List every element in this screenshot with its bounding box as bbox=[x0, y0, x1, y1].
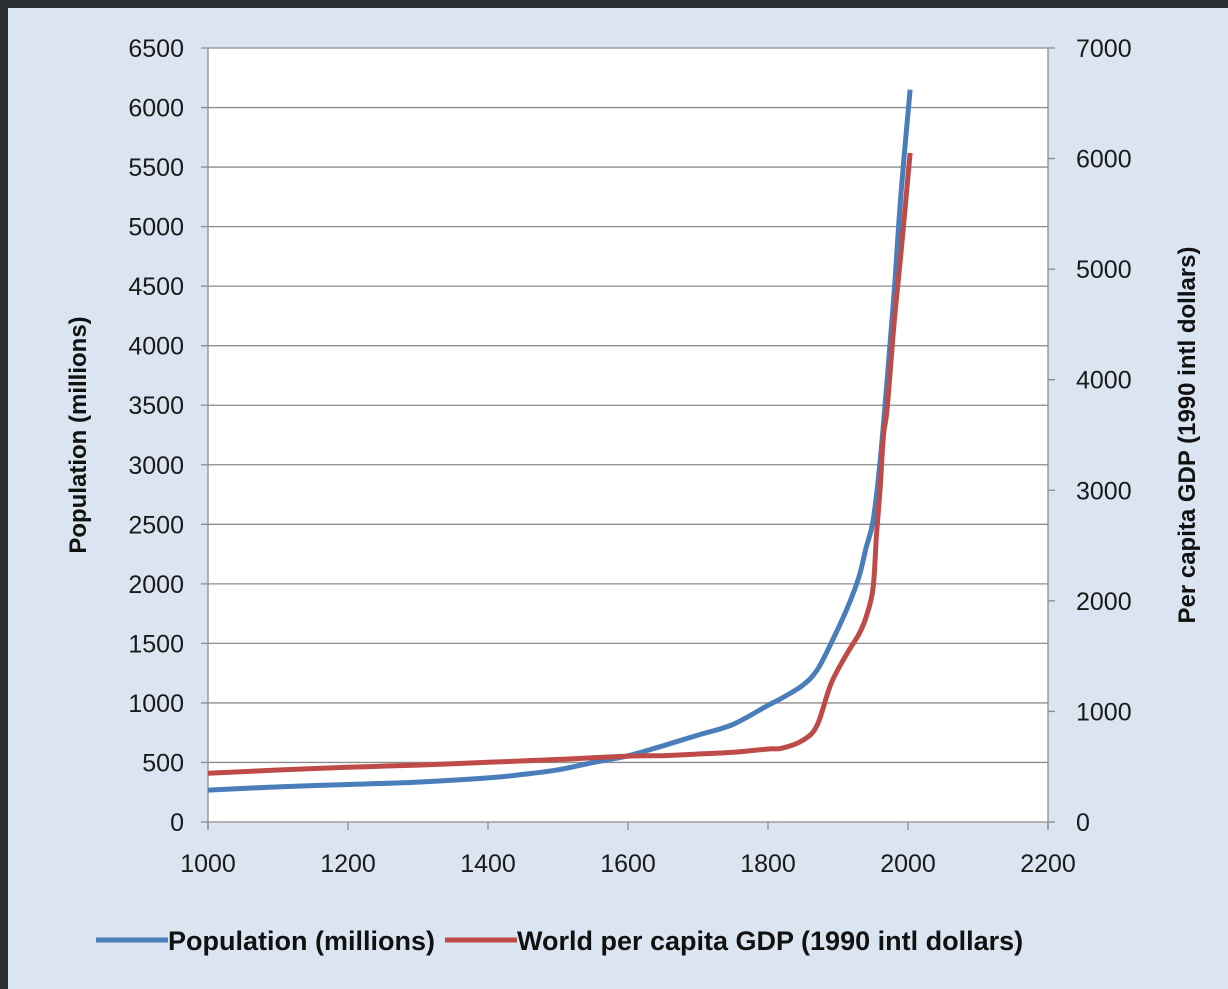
x-tick-label-2000: 2000 bbox=[880, 850, 936, 878]
y-tick-label-2000: 2000 bbox=[128, 571, 184, 599]
y-tick-label-4500: 4500 bbox=[128, 273, 184, 301]
series-line-1 bbox=[207, 152, 913, 776]
y-tick-label-1000: 1000 bbox=[128, 690, 184, 718]
legend-label-1: World per capita GDP (1990 intl dollars) bbox=[517, 926, 1023, 956]
y-tick-label-3500: 3500 bbox=[128, 392, 184, 420]
y2-tick-label-3000: 3000 bbox=[1076, 477, 1132, 505]
x-tick-label-1200: 1200 bbox=[320, 850, 376, 878]
y-tick-label-2500: 2500 bbox=[128, 511, 184, 539]
chart-frame: 0 500 1000 1500 2000 2500 3000 3500 4000 4500 5000… bbox=[8, 8, 1228, 989]
legend: Population (millions) World per capita GD… bbox=[96, 926, 1023, 956]
legend-label-0: Population (millions) bbox=[168, 926, 435, 956]
chart: 0 500 1000 1500 2000 2500 3000 3500 4000 4500 5000… bbox=[65, 35, 1201, 956]
y2-tick-label-4000: 4000 bbox=[1076, 367, 1132, 395]
y2-axis-ticks: 0 1000 2000 3000 4000 5000 6000 7000 bbox=[1076, 35, 1132, 837]
y2-axis-title: Per capita GDP (1990 intl dollars) bbox=[1174, 246, 1201, 623]
y-axis-ticks: 0 500 1000 1500 2000 2500 3000 3500 4000 4500 5000… bbox=[128, 35, 184, 837]
y-tick-label-1500: 1500 bbox=[128, 630, 184, 658]
series-lines bbox=[207, 89, 913, 793]
x-axis-ticks: 1000 1200 1400 1600 1800 2000 2200 bbox=[180, 850, 1076, 878]
x-tick-label-1400: 1400 bbox=[460, 850, 516, 878]
y-tick-label-6500: 6500 bbox=[128, 35, 184, 63]
y2-tick-label-2000: 2000 bbox=[1076, 588, 1132, 616]
x-tick-label-1000: 1000 bbox=[180, 850, 236, 878]
plot-area bbox=[208, 48, 1048, 822]
y2-tick-label-6000: 6000 bbox=[1076, 146, 1132, 174]
y2-tick-label-0: 0 bbox=[1076, 809, 1090, 837]
y-tick-label-4000: 4000 bbox=[128, 333, 184, 361]
x-tick-label-1600: 1600 bbox=[600, 850, 656, 878]
y-tick-label-5000: 5000 bbox=[128, 214, 184, 242]
y2-tick-label-5000: 5000 bbox=[1076, 256, 1132, 284]
y2-tick-label-1000: 1000 bbox=[1076, 698, 1132, 726]
x-tick-label-1800: 1800 bbox=[740, 850, 796, 878]
x-tick-label-2200: 2200 bbox=[1020, 850, 1076, 878]
axes bbox=[207, 47, 1055, 830]
y-tick-label-5500: 5500 bbox=[128, 154, 184, 182]
y-tick-label-500: 500 bbox=[142, 749, 184, 777]
y-axis-title: Population (millions) bbox=[65, 316, 92, 553]
y-tick-label-0: 0 bbox=[170, 809, 184, 837]
y-tick-label-3000: 3000 bbox=[128, 452, 184, 480]
y-tick-label-6000: 6000 bbox=[128, 95, 184, 123]
y2-tick-label-7000: 7000 bbox=[1076, 35, 1132, 63]
